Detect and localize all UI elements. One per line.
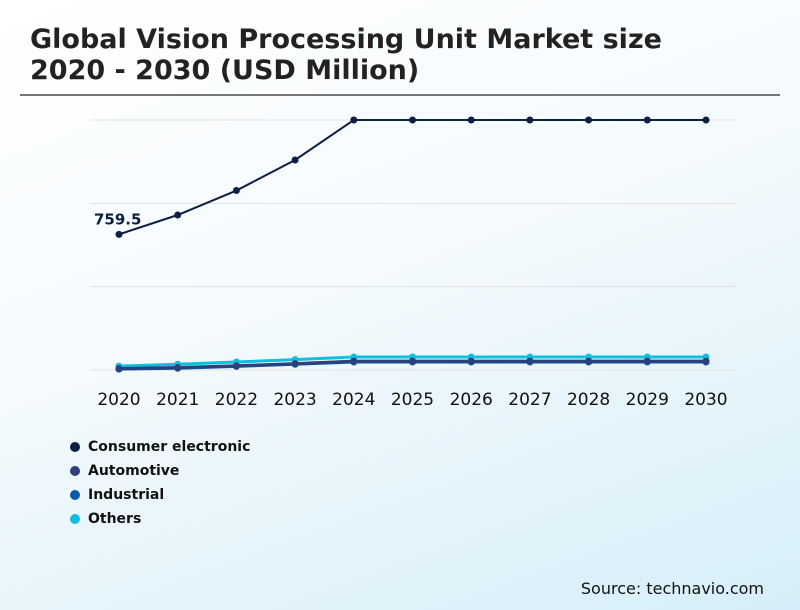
legend-item: Others (70, 507, 250, 531)
data-point (643, 357, 651, 365)
x-tick-label: 2024 (332, 390, 375, 410)
legend-item: Consumer electronic (70, 435, 250, 459)
x-tick-label: 2021 (156, 390, 199, 410)
x-tick-label: 2029 (626, 390, 669, 410)
data-point (585, 116, 593, 124)
x-tick-label: 2020 (97, 390, 140, 410)
legend-item: Automotive (70, 459, 250, 483)
x-tick-label: 2030 (684, 390, 727, 410)
data-point (350, 116, 358, 124)
x-tick-label: 2027 (508, 390, 551, 410)
data-point (291, 360, 299, 368)
title-divider (20, 94, 780, 96)
legend-label: Automotive (88, 463, 180, 479)
data-point (115, 365, 123, 373)
series-line (118, 119, 706, 236)
data-point (702, 357, 710, 365)
legend-marker-icon (70, 514, 80, 524)
legend-label: Consumer electronic (88, 439, 251, 455)
x-tick-label: 2022 (215, 390, 258, 410)
data-point (232, 187, 240, 195)
data-point (232, 362, 240, 370)
data-point (291, 156, 299, 164)
data-point (467, 116, 475, 124)
data-label: 759.5 (94, 210, 141, 228)
legend-marker-icon (70, 442, 80, 452)
data-point (174, 211, 182, 219)
legend: Consumer electronic Automotive Industrial O… (70, 435, 250, 531)
legend-marker-icon (70, 466, 80, 476)
x-tick-label: 2023 (273, 390, 316, 410)
data-point (409, 116, 416, 124)
data-point (526, 357, 534, 365)
data-point (526, 116, 534, 124)
x-tick-label: 2026 (450, 390, 493, 410)
data-point (115, 230, 123, 238)
data-point (585, 357, 593, 365)
data-point (643, 116, 651, 124)
data-point (409, 357, 416, 365)
legend-label: Industrial (88, 487, 165, 503)
source-text: Source: technavio.com (580, 579, 764, 598)
data-point (174, 364, 182, 371)
legend-label: Others (88, 511, 142, 527)
x-tick-label: 2025 (391, 390, 434, 410)
data-point (467, 357, 475, 365)
x-tick-label: 2028 (567, 390, 610, 410)
data-point (702, 116, 710, 124)
data-point (350, 357, 358, 365)
legend-item: Industrial (70, 483, 250, 507)
chart-title: Global Vision Processing Unit Market siz… (30, 24, 662, 86)
legend-marker-icon (70, 490, 80, 500)
